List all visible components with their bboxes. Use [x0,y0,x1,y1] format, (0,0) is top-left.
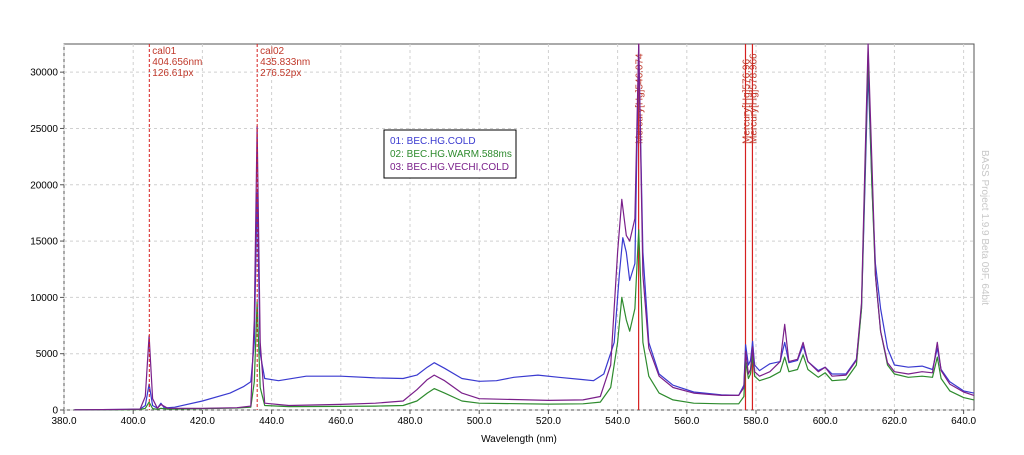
x-tick-label: 440.0 [259,416,284,427]
x-tick-label: 480.0 [397,416,422,427]
y-tick-label: 25000 [30,124,58,135]
legend: 01: BEC.HG.COLD 02: BEC.HG.WARM.588ms 03: … [383,129,517,179]
gridlines [63,44,974,411]
calibration-label: cal02 [260,46,284,57]
x-tick-label: 600.0 [813,416,838,427]
series-line [74,43,975,411]
legend-box [383,129,517,179]
calibration-label: 276.52px [260,68,301,79]
x-tick-label: 400.0 [121,416,146,427]
x-tick-label: 520.0 [536,416,561,427]
y-tick-label: 0 [52,406,58,417]
x-tick-label: 540.0 [605,416,630,427]
y-tick-label: 10000 [30,293,58,304]
plot-area [63,43,975,411]
x-tick-label: 580.0 [743,416,768,427]
y-tick-label: 30000 [30,68,58,79]
reference-line-label: Mercury[Hg]578.966 [748,53,759,144]
y-axis-ticks: 0 5000 10000 15000 20000 25000 30000 [30,68,64,417]
x-tick-label: 380.0 [51,416,76,427]
legend-entry: 02: BEC.HG.WARM.588ms [390,149,512,160]
y-tick-label: 15000 [30,237,58,248]
x-tick-label: 560.0 [674,416,699,427]
y-tick-label: 5000 [36,349,59,360]
legend-entry: 03: BEC.HG.VECHI,COLD [390,162,509,173]
x-tick-label: 640.0 [951,416,976,427]
x-axis-ticks: 380.0 400.0 420.0 440.0 460.0 480.0 500.0 520.0… [51,410,977,427]
watermark: BASS Project 1.9.9 Beta 09F, 64bit [979,150,990,305]
series-lines [74,43,975,411]
calibration-label: 404.656nm [152,57,202,68]
x-tick-label: 500.0 [467,416,492,427]
reference-line-label: Mercury[Hg]576.96 [741,59,752,144]
x-tick-label: 420.0 [190,416,215,427]
calibration-label: 435.833nm [260,57,310,68]
legend-entry: 01: BEC.HG.COLD [390,136,476,147]
x-axis-label: Wavelength (nm) [481,434,557,445]
y-tick-label: 20000 [30,180,58,191]
x-tick-label: 620.0 [882,416,907,427]
x-tick-label: 460.0 [328,416,353,427]
calibration-label: 126.61px [152,68,193,79]
calibration-label: cal01 [152,46,176,57]
